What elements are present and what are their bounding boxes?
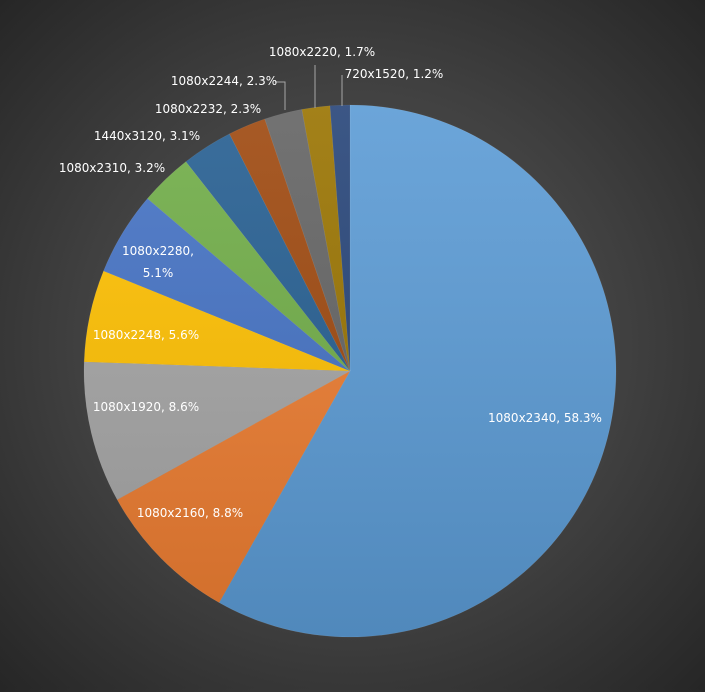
data-label-720x1520: 720x1520, 1.2% [345,67,444,81]
leader-line-1080x2244 [275,81,286,110]
data-label-1080x2340: 1080x2340, 58.3% [488,411,602,425]
data-labels: 1080x2340, 58.3% 1080x2160, 8.8% 1080x1920… [59,45,602,520]
data-label-1080x2160: 1080x2160, 8.8% [137,506,243,520]
data-label-1080x2310: 1080x2310, 3.2% [59,161,165,175]
data-label-1080x1920: 1080x1920, 8.6% [93,400,199,414]
data-label-1080x2280: 1080x2280, 5.1% [122,244,194,280]
pie-slices [83,104,617,638]
data-label-1080x2248: 1080x2248, 5.6% [93,328,199,342]
data-label-1080x2244: 1080x2244, 2.3% [171,74,277,88]
data-label-1080x2220: 1080x2220, 1.7% [269,45,375,59]
leader-lines [275,65,343,110]
data-label-1440x3120: 1440x3120, 3.1% [94,129,200,143]
data-label-1080x2232: 1080x2232, 2.3% [155,102,261,116]
